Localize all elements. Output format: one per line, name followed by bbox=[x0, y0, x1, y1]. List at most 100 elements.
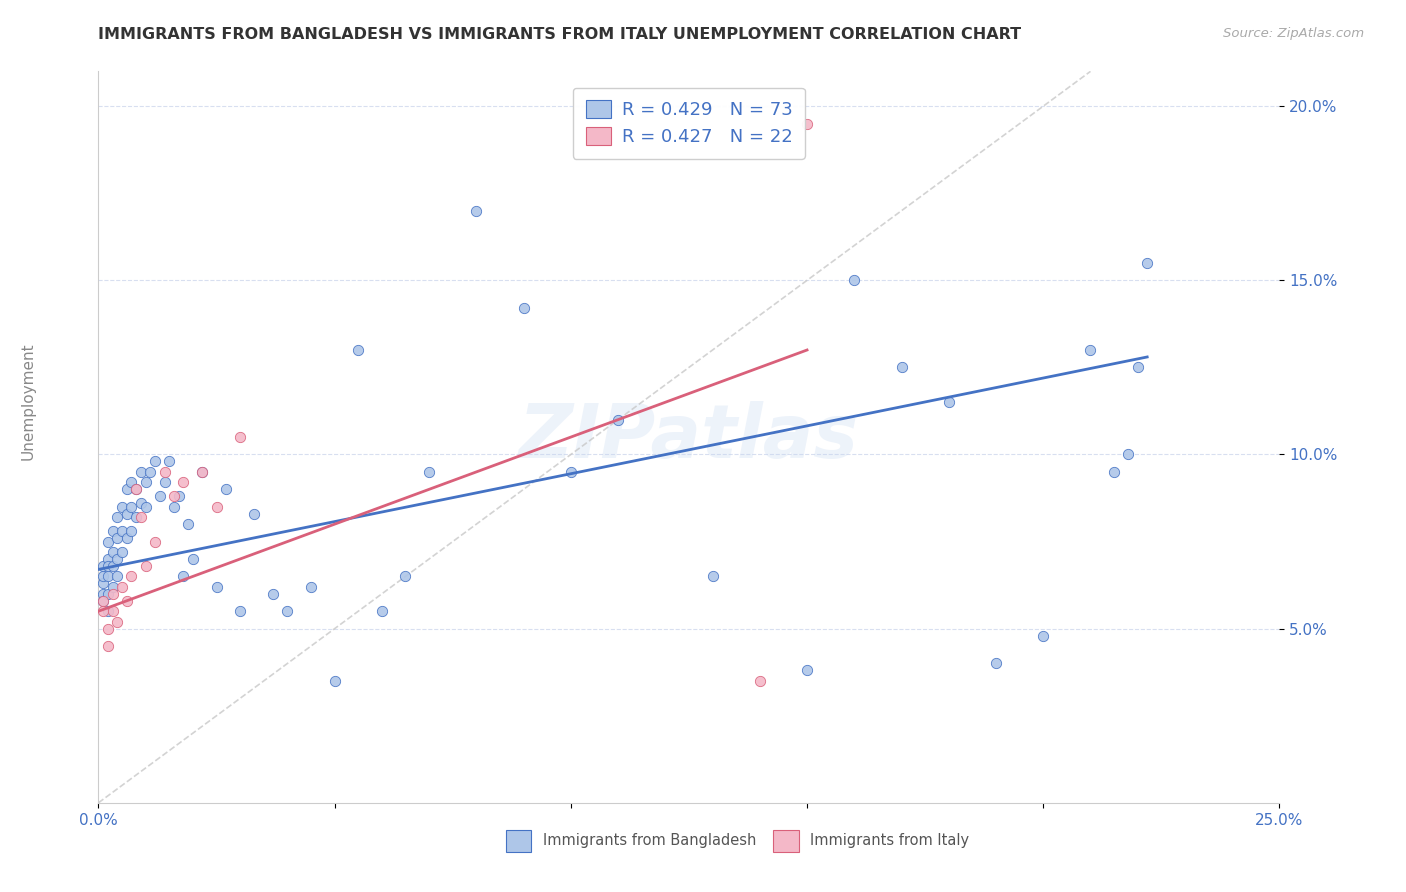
Point bbox=[1116, 448, 1139, 462]
Point bbox=[121, 500, 143, 514]
Point bbox=[215, 483, 238, 497]
Point bbox=[97, 587, 120, 601]
Point bbox=[91, 576, 114, 591]
Point bbox=[135, 558, 157, 573]
Legend: R = 0.429   N = 73, R = 0.427   N = 22: R = 0.429 N = 73, R = 0.427 N = 22 bbox=[572, 87, 806, 159]
Point bbox=[229, 604, 252, 618]
Point bbox=[205, 500, 228, 514]
Text: Immigrants from Italy: Immigrants from Italy bbox=[810, 833, 969, 848]
Point bbox=[299, 580, 322, 594]
Text: Unemployment: Unemployment bbox=[21, 343, 35, 460]
Point bbox=[121, 524, 143, 538]
Point bbox=[91, 587, 114, 601]
Point bbox=[323, 673, 346, 688]
Point bbox=[135, 500, 157, 514]
Point bbox=[101, 604, 124, 618]
Point bbox=[97, 534, 120, 549]
Point bbox=[115, 531, 138, 545]
Point bbox=[191, 465, 214, 479]
Point bbox=[111, 524, 134, 538]
Point bbox=[101, 580, 124, 594]
Point bbox=[205, 580, 228, 594]
Point bbox=[91, 558, 114, 573]
Point bbox=[121, 475, 143, 490]
Point bbox=[101, 558, 124, 573]
Point bbox=[347, 343, 370, 357]
Point bbox=[139, 465, 162, 479]
Point bbox=[129, 496, 152, 510]
Point bbox=[91, 594, 114, 608]
Point bbox=[229, 430, 252, 444]
Point bbox=[97, 569, 120, 583]
Text: IMMIGRANTS FROM BANGLADESH VS IMMIGRANTS FROM ITALY UNEMPLOYMENT CORRELATION CHA: IMMIGRANTS FROM BANGLADESH VS IMMIGRANTS… bbox=[98, 27, 1022, 42]
Point bbox=[371, 604, 394, 618]
Text: Source: ZipAtlas.com: Source: ZipAtlas.com bbox=[1223, 27, 1364, 40]
Point bbox=[394, 569, 416, 583]
Point bbox=[105, 510, 128, 524]
Point bbox=[115, 483, 138, 497]
Point bbox=[101, 587, 124, 601]
Point bbox=[243, 507, 266, 521]
Point bbox=[276, 604, 298, 618]
Point bbox=[191, 465, 214, 479]
Point bbox=[105, 569, 128, 583]
Point bbox=[129, 465, 152, 479]
Point bbox=[748, 673, 770, 688]
Point bbox=[465, 203, 488, 218]
Point bbox=[135, 475, 157, 490]
Point bbox=[844, 273, 866, 287]
Point bbox=[181, 552, 204, 566]
Point bbox=[796, 117, 818, 131]
Point bbox=[111, 580, 134, 594]
Point bbox=[111, 545, 134, 559]
Point bbox=[111, 500, 134, 514]
Point bbox=[97, 604, 120, 618]
Point bbox=[153, 475, 176, 490]
Point bbox=[607, 412, 630, 426]
Point bbox=[121, 569, 143, 583]
Point bbox=[172, 475, 194, 490]
Text: Immigrants from Bangladesh: Immigrants from Bangladesh bbox=[543, 833, 756, 848]
Point bbox=[101, 524, 124, 538]
Point bbox=[91, 569, 114, 583]
Point bbox=[129, 510, 152, 524]
Point bbox=[163, 500, 186, 514]
Point bbox=[115, 507, 138, 521]
Point bbox=[172, 569, 194, 583]
Point bbox=[143, 454, 166, 468]
Point bbox=[115, 594, 138, 608]
Point bbox=[1136, 256, 1159, 270]
Point bbox=[91, 604, 114, 618]
Point bbox=[167, 489, 190, 503]
Point bbox=[125, 483, 148, 497]
Point bbox=[1126, 360, 1149, 375]
Point bbox=[702, 569, 724, 583]
Point bbox=[418, 465, 440, 479]
Point bbox=[143, 534, 166, 549]
Point bbox=[1032, 629, 1054, 643]
Point bbox=[125, 483, 148, 497]
Point bbox=[149, 489, 172, 503]
Point bbox=[796, 664, 818, 678]
Point bbox=[97, 552, 120, 566]
Point bbox=[262, 587, 284, 601]
Point bbox=[105, 552, 128, 566]
Point bbox=[157, 454, 180, 468]
Point bbox=[97, 622, 120, 636]
Point bbox=[560, 465, 582, 479]
Point bbox=[97, 558, 120, 573]
Point bbox=[153, 465, 176, 479]
Text: ZIPatlas: ZIPatlas bbox=[519, 401, 859, 474]
Point bbox=[163, 489, 186, 503]
Point bbox=[97, 639, 120, 653]
Point bbox=[91, 594, 114, 608]
Point bbox=[1080, 343, 1102, 357]
Point bbox=[938, 395, 960, 409]
Point bbox=[101, 545, 124, 559]
Point bbox=[125, 510, 148, 524]
Point bbox=[984, 657, 1007, 671]
Point bbox=[512, 301, 534, 316]
Point bbox=[890, 360, 912, 375]
Point bbox=[105, 615, 128, 629]
Point bbox=[177, 517, 200, 532]
